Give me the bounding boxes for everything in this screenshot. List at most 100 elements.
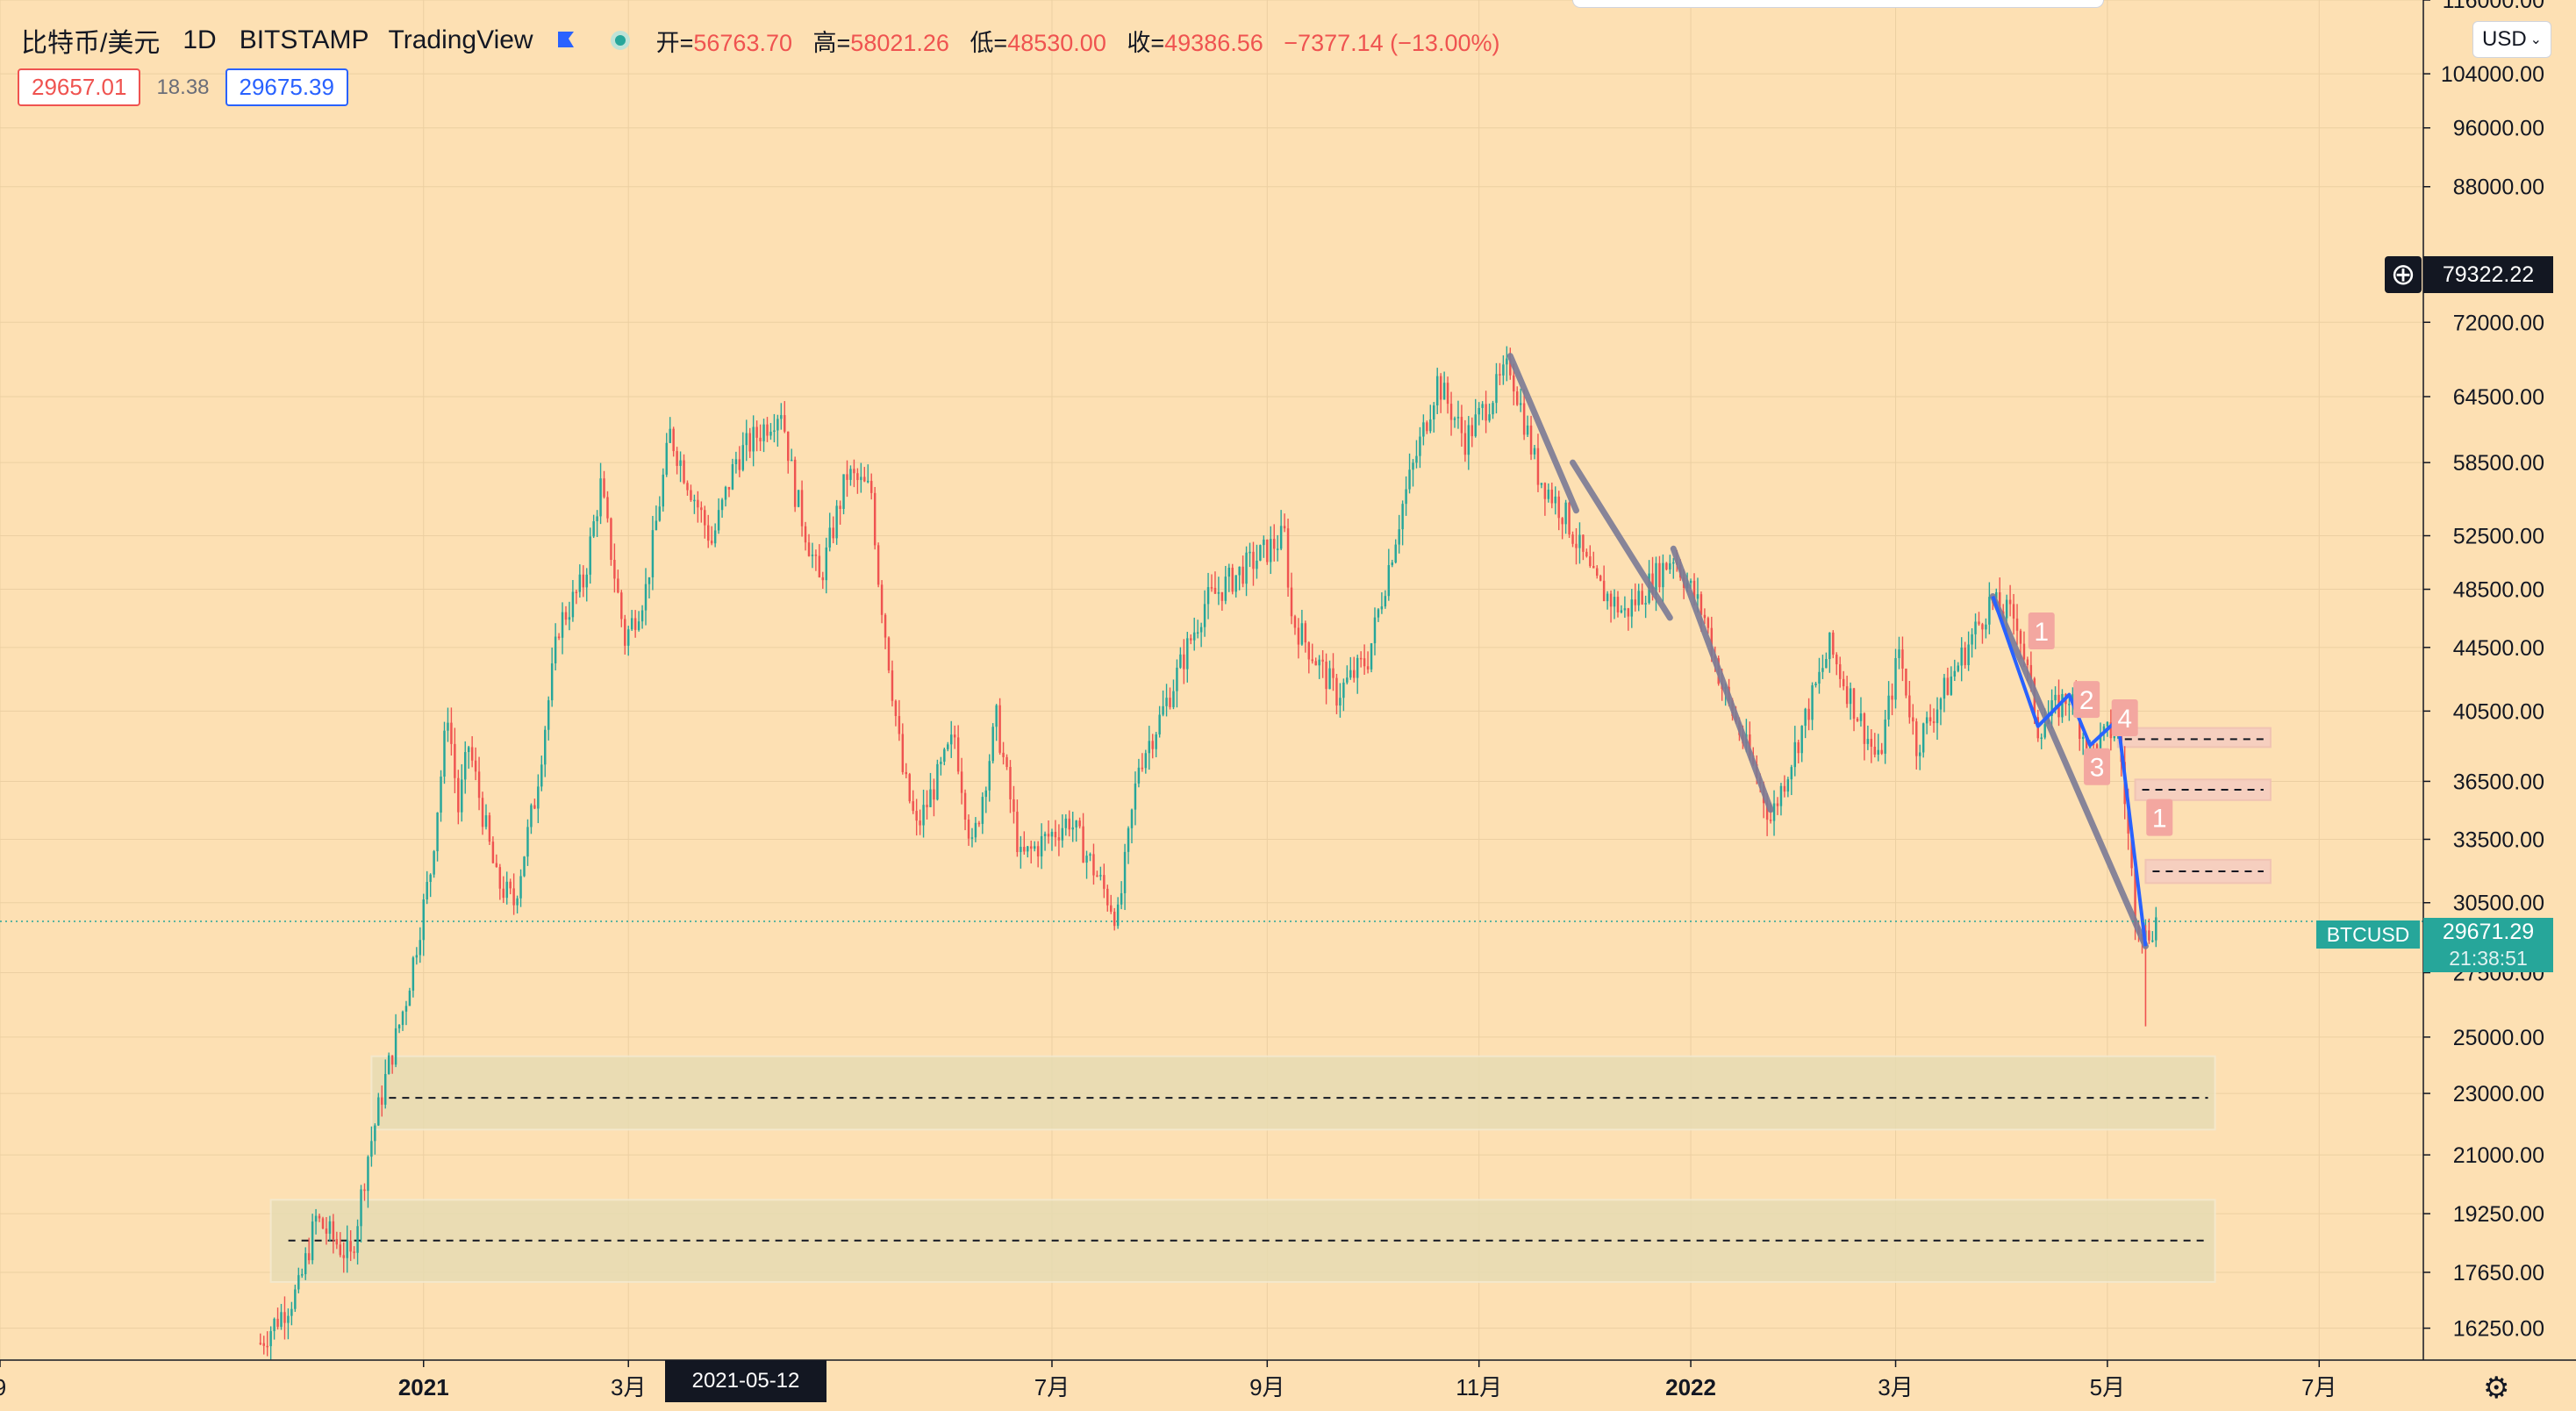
- candle-body: [974, 822, 977, 838]
- candle-body: [953, 734, 956, 738]
- candle-body: [401, 1011, 404, 1026]
- candle-body: [839, 505, 841, 509]
- candle-body: [477, 771, 481, 799]
- candle-body: [363, 1189, 366, 1192]
- candle-body: [1620, 610, 1623, 612]
- candle-body: [1346, 677, 1349, 683]
- candle-body: [1449, 404, 1453, 420]
- candle-body: [1040, 835, 1043, 856]
- symbol-name[interactable]: 比特币/美元: [21, 29, 161, 58]
- candle-body: [1359, 657, 1363, 660]
- candle-body: [2151, 940, 2154, 942]
- candle-body: [280, 1312, 283, 1328]
- ohlc-values: 开=56763.70 高=58021.26 低=48530.00 收=49386…: [656, 24, 1500, 58]
- price-tick-label: 33500.00: [2453, 827, 2544, 852]
- candle-body: [683, 460, 685, 483]
- trend-lines: [1506, 353, 2149, 949]
- candle-body: [1825, 659, 1828, 669]
- candle-body: [367, 1157, 369, 1192]
- candle-body: [2130, 833, 2133, 869]
- candle-body: [1842, 678, 1845, 687]
- candle-body: [922, 805, 925, 826]
- candle-body: [1978, 621, 1980, 625]
- currency-button[interactable]: USD ⌄: [2472, 21, 2552, 58]
- price-tick-label: 48500.00: [2453, 578, 2544, 603]
- candle-body: [1543, 483, 1547, 499]
- candle-body: [2005, 599, 2008, 619]
- candle-body: [1002, 752, 1005, 757]
- candle-body: [1068, 818, 1070, 830]
- candle-body: [873, 492, 877, 546]
- timeframe[interactable]: 1D: [182, 25, 217, 54]
- candle-body: [804, 526, 807, 543]
- candle-body: [516, 898, 519, 906]
- price-tick-label: 23000.00: [2453, 1082, 2544, 1107]
- candle-body: [1630, 599, 1634, 617]
- candle-body: [1627, 608, 1630, 617]
- candle-body: [2022, 643, 2026, 660]
- candle-body: [1790, 767, 1793, 780]
- candle-body: [1192, 632, 1196, 641]
- candle-body: [1953, 670, 1957, 677]
- currency-label: USD: [2482, 27, 2527, 51]
- current-price-value: 29671.29: [2442, 920, 2535, 944]
- candle-body: [787, 431, 790, 462]
- candle-body: [1634, 599, 1636, 605]
- candle-body: [1797, 741, 1800, 754]
- candle-body: [853, 469, 855, 474]
- candle-body: [571, 591, 575, 618]
- market-status-icon[interactable]: [610, 31, 630, 50]
- candle-body: [734, 459, 738, 465]
- candle-body: [568, 617, 571, 620]
- candle-body: [464, 752, 467, 780]
- candle-body: [1623, 608, 1627, 611]
- candle-body: [1456, 417, 1460, 419]
- candle-body: [1054, 831, 1057, 838]
- high-label: 高=: [812, 29, 851, 56]
- candle-body: [2050, 700, 2053, 716]
- gear-icon[interactable]: ⚙: [2483, 1372, 2510, 1405]
- candle-body: [1901, 649, 1904, 669]
- candle-body: [1220, 591, 1224, 601]
- plus-circle-icon[interactable]: ⊕: [2385, 256, 2422, 293]
- candle-body: [1703, 614, 1707, 619]
- flag-icon[interactable]: [556, 30, 576, 51]
- trend-line: [1989, 593, 2149, 949]
- candle-body: [1838, 664, 1842, 679]
- candle-body: [2012, 604, 2015, 619]
- crosshair-price-label: 79322.22: [2423, 256, 2553, 293]
- candle-body: [2155, 917, 2157, 941]
- wave-label-box: [2146, 799, 2173, 836]
- candle-body: [940, 761, 942, 764]
- candle-body: [1602, 580, 1606, 602]
- candle-body: [266, 1345, 268, 1348]
- candle-body: [554, 636, 557, 664]
- candle-body: [1519, 403, 1522, 405]
- buy-price-button[interactable]: 29675.39: [225, 68, 348, 106]
- candle-body: [1005, 756, 1008, 768]
- candle-body: [2085, 736, 2088, 754]
- candle-body: [440, 777, 442, 813]
- candle-body: [411, 957, 415, 991]
- candle-body: [1585, 551, 1588, 557]
- sell-price-button[interactable]: 29657.01: [18, 68, 141, 106]
- candle-body: [2081, 736, 2085, 739]
- candle-body: [1651, 573, 1654, 595]
- candle-body: [575, 591, 578, 594]
- candle-body: [919, 820, 921, 826]
- candle-body: [960, 771, 963, 793]
- candle-body: [665, 442, 668, 475]
- candle-body: [655, 520, 658, 531]
- candle-body: [644, 584, 648, 611]
- candle-body: [495, 863, 498, 868]
- candle-body: [294, 1289, 297, 1309]
- price-tick-label: 116000.00: [2443, 0, 2544, 13]
- candle-body: [1467, 425, 1470, 455]
- support-zones: [269, 727, 2272, 1283]
- candle-body: [356, 1226, 359, 1253]
- candle-body: [894, 700, 898, 717]
- candle-body: [1210, 587, 1213, 589]
- price-tick-label: 16250.00: [2453, 1317, 2544, 1342]
- candle-body: [1460, 417, 1463, 433]
